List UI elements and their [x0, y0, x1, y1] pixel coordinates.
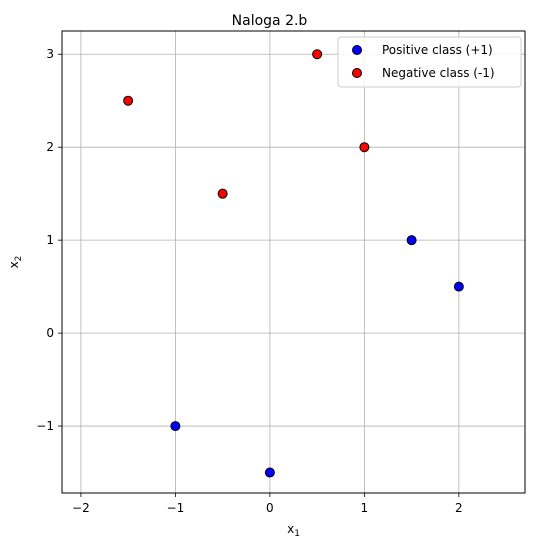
- legend: Positive class (+1) Negative class (-1): [337, 36, 522, 88]
- legend-label-negative: Negative class (-1): [382, 66, 495, 80]
- positive-class-point: [453, 281, 464, 292]
- negative-class-point: [217, 188, 228, 199]
- legend-box: [337, 36, 522, 88]
- legend-marker-negative: [352, 68, 362, 78]
- positive-class-point: [406, 235, 417, 246]
- series-layer: [123, 49, 464, 478]
- chart-title: Naloga 2.b: [232, 13, 308, 29]
- negative-class-point: [123, 95, 134, 106]
- plot-frame: [61, 30, 526, 494]
- y-tick-label: 3: [46, 47, 54, 61]
- y-tick-label: −1: [36, 419, 54, 433]
- x-tick-label: −2: [72, 501, 90, 515]
- y-tick-label: 0: [46, 326, 54, 340]
- x-tick-label: 2: [455, 501, 463, 515]
- y-tick-label: 2: [46, 140, 54, 154]
- y-tick-label: 1: [46, 233, 54, 247]
- legend-marker-positive: [352, 45, 362, 55]
- x-axis-label: x1: [287, 522, 300, 539]
- legend-label-positive: Positive class (+1): [382, 43, 493, 57]
- positive-class-point: [170, 421, 181, 432]
- axis-ticks: −2 −1 0 1 2 −1 0 1 2 3: [36, 47, 462, 515]
- y-axis-label: x2: [7, 256, 24, 269]
- x-tick-label: 1: [361, 501, 369, 515]
- x-tick-label: −1: [167, 501, 185, 515]
- positive-class-point: [264, 467, 275, 478]
- x-tick-label: 0: [266, 501, 274, 515]
- negative-class-point: [312, 49, 323, 60]
- negative-class-point: [359, 142, 370, 153]
